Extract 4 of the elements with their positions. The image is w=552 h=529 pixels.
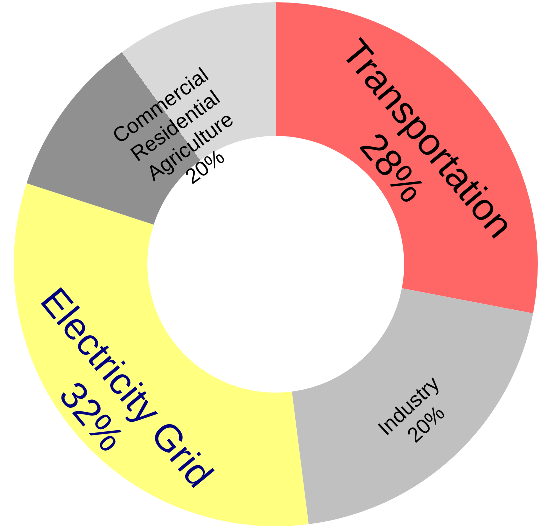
- donut-slice: [292, 288, 534, 524]
- donut-slice: [276, 2, 538, 314]
- donut-slice: [14, 184, 309, 526]
- donut-slice: [26, 2, 276, 225]
